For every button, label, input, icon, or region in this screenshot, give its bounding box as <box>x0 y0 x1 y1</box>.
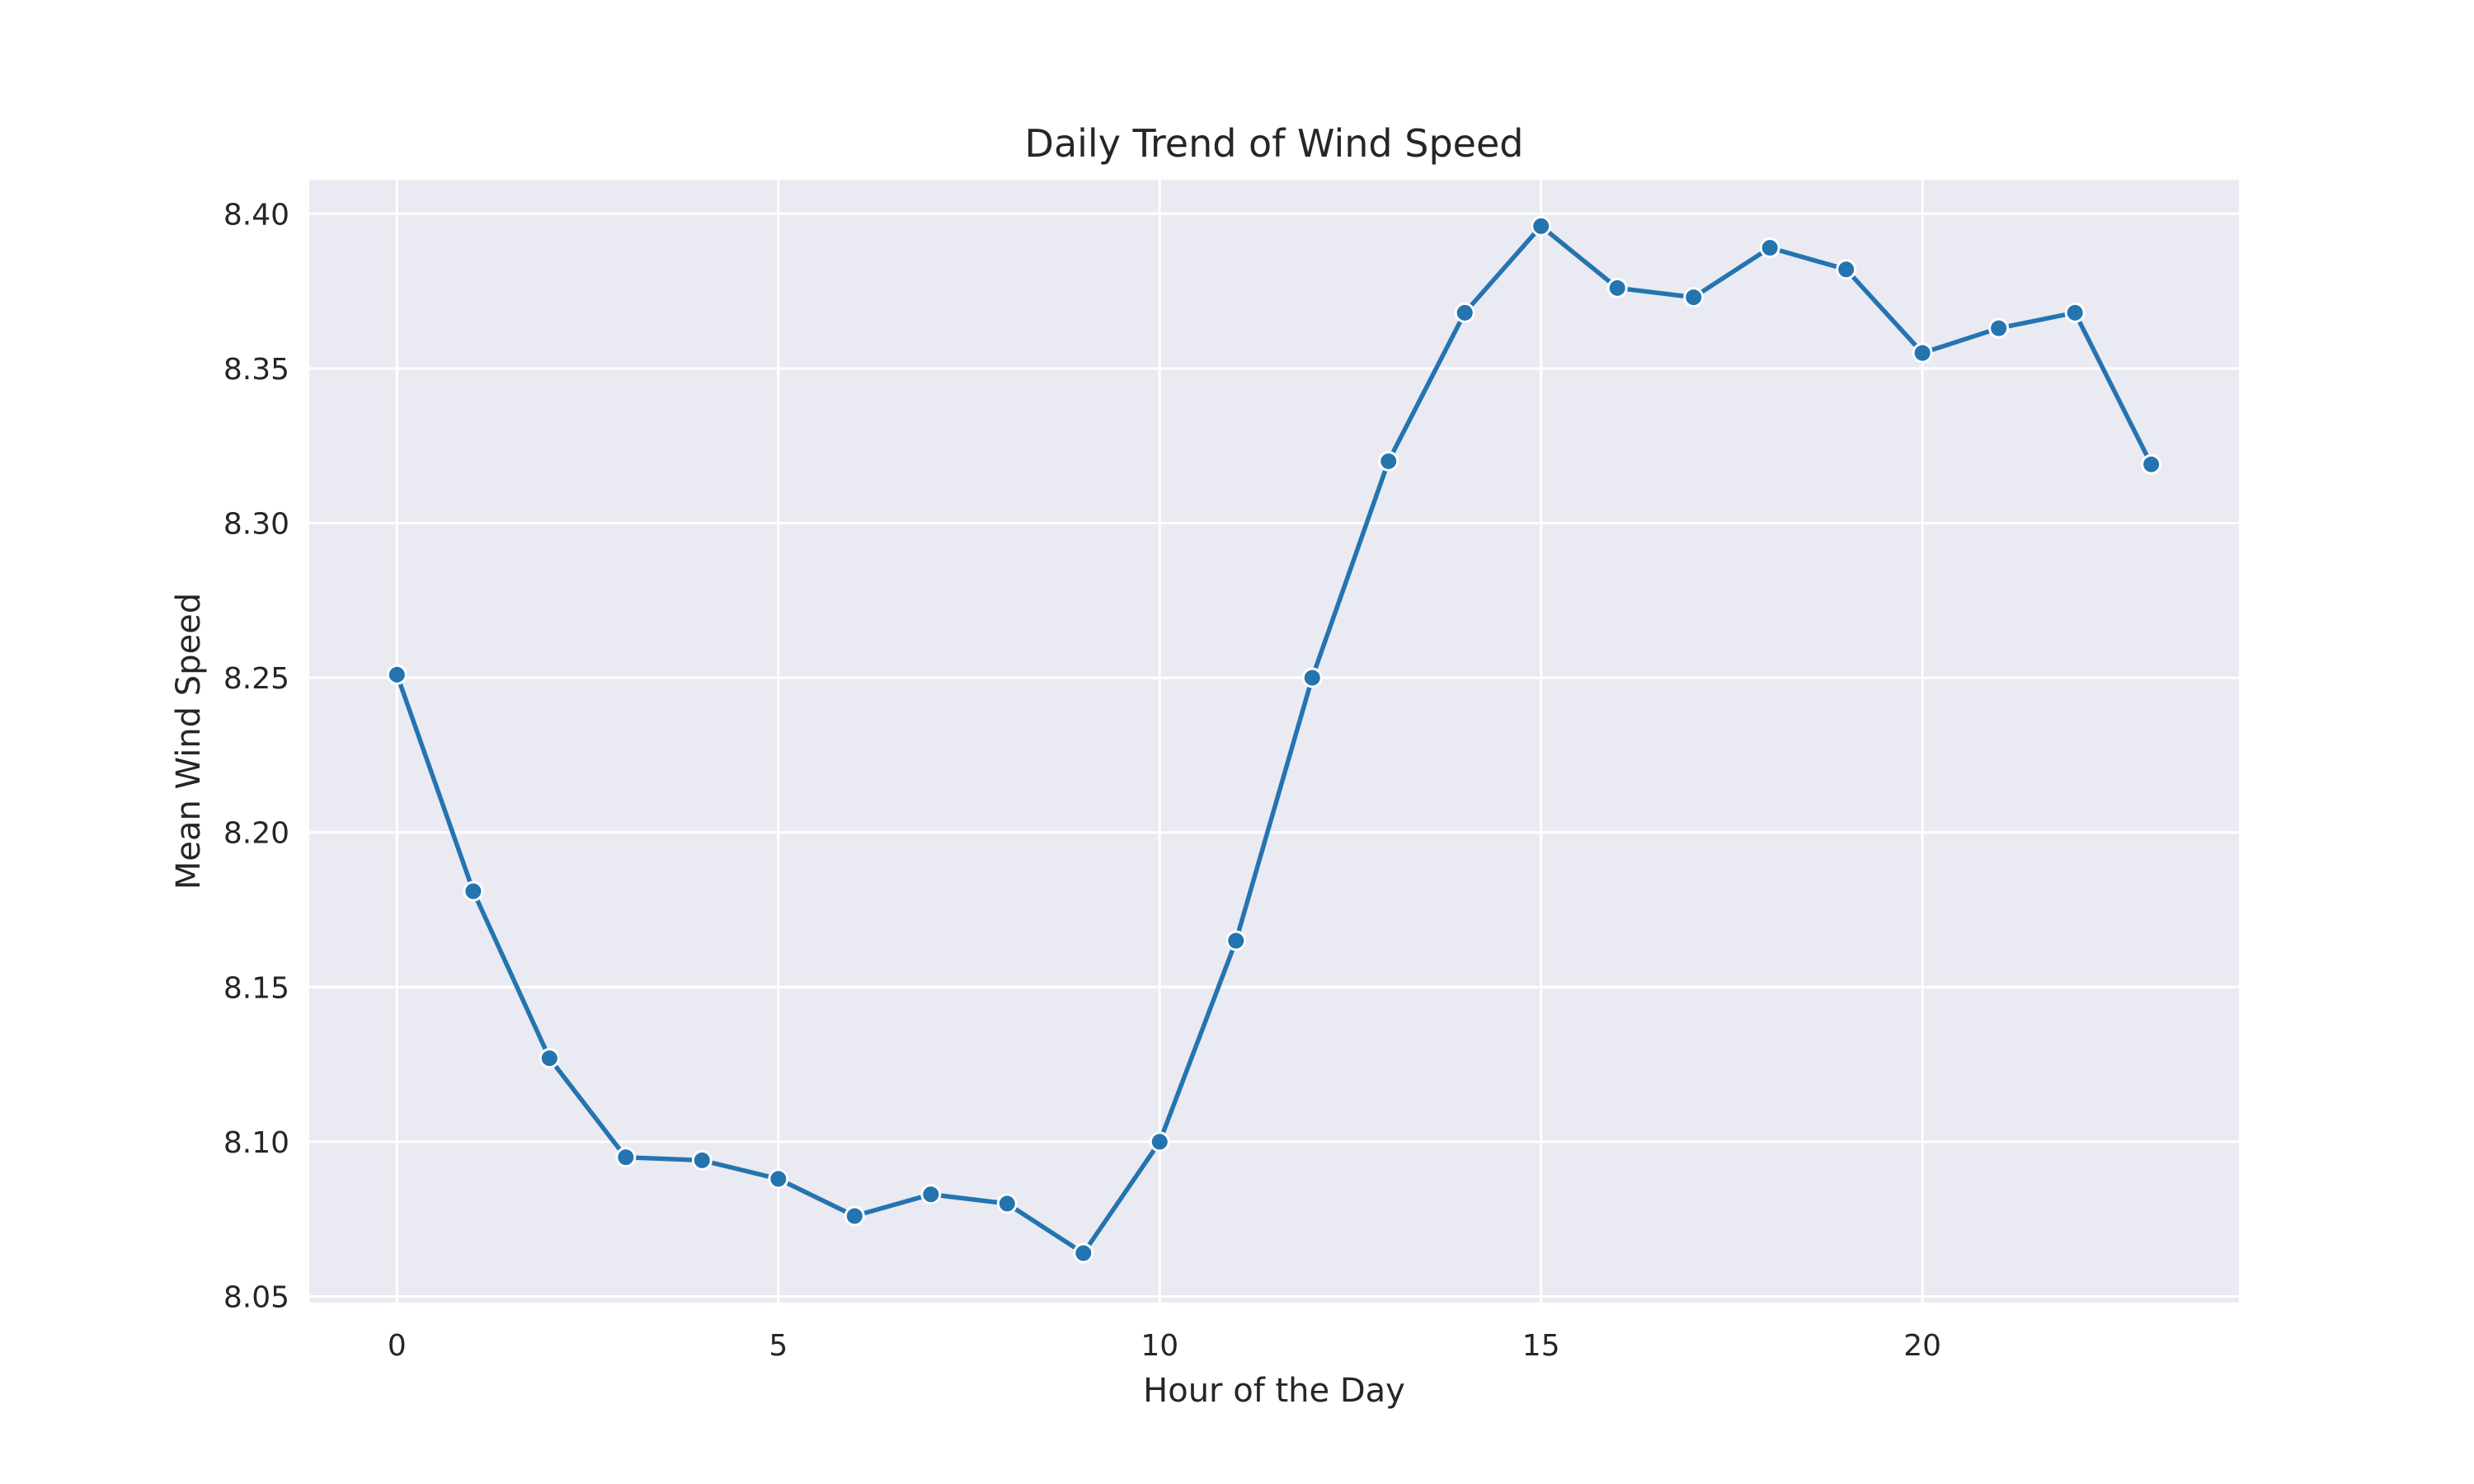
y-tick-label: 8.05 <box>223 1280 289 1314</box>
data-point <box>996 1193 1018 1214</box>
data-point <box>539 1048 560 1069</box>
x-tick-label: 5 <box>769 1329 788 1363</box>
x-tick-label: 20 <box>1903 1329 1941 1363</box>
plot-background <box>309 180 2239 1303</box>
data-point <box>1836 259 1857 280</box>
y-tick-label: 8.40 <box>223 198 289 232</box>
series-layer <box>386 215 2162 1264</box>
data-point <box>1378 450 1399 472</box>
data-point <box>691 1149 713 1171</box>
data-point <box>1531 215 1552 237</box>
x-tick-label: 10 <box>1141 1329 1178 1363</box>
data-point <box>1988 317 2010 339</box>
data-point <box>1606 277 1628 298</box>
grid-lines <box>309 180 2239 1303</box>
y-tick-label: 8.15 <box>223 971 289 1005</box>
x-tick-label: 15 <box>1522 1329 1560 1363</box>
data-point <box>768 1168 789 1190</box>
data-point <box>844 1205 865 1227</box>
y-tick-label: 8.20 <box>223 817 289 851</box>
data-point <box>1454 302 1475 323</box>
data-point <box>2064 302 2086 323</box>
data-point <box>1149 1131 1170 1153</box>
y-tick-label: 8.30 <box>223 507 289 541</box>
chart-title: Daily Trend of Wind Speed <box>1025 121 1524 166</box>
data-point <box>1301 667 1323 688</box>
y-tick-label: 8.25 <box>223 662 289 696</box>
data-point <box>1225 930 1247 951</box>
y-tick-label: 8.10 <box>223 1126 289 1160</box>
data-point <box>615 1147 637 1168</box>
data-point <box>920 1184 942 1205</box>
x-axis-label: Hour of the Day <box>1143 1372 1405 1410</box>
data-point <box>1759 237 1780 259</box>
data-point <box>386 664 407 685</box>
y-axis-label: Mean Wind Speed <box>170 593 208 890</box>
series-line <box>394 223 2154 1256</box>
data-point <box>1073 1242 1094 1264</box>
data-point <box>2141 453 2162 475</box>
data-point <box>1912 342 1933 364</box>
tick-labels: 8.05 8.10 8.15 8.20 8.25 8.30 8.35 8.40 0 5 10 15 20 <box>223 198 1941 1363</box>
data-point <box>463 881 484 902</box>
x-tick-label: 0 <box>388 1329 407 1363</box>
y-tick-label: 8.35 <box>223 353 289 387</box>
data-point <box>1683 287 1705 308</box>
